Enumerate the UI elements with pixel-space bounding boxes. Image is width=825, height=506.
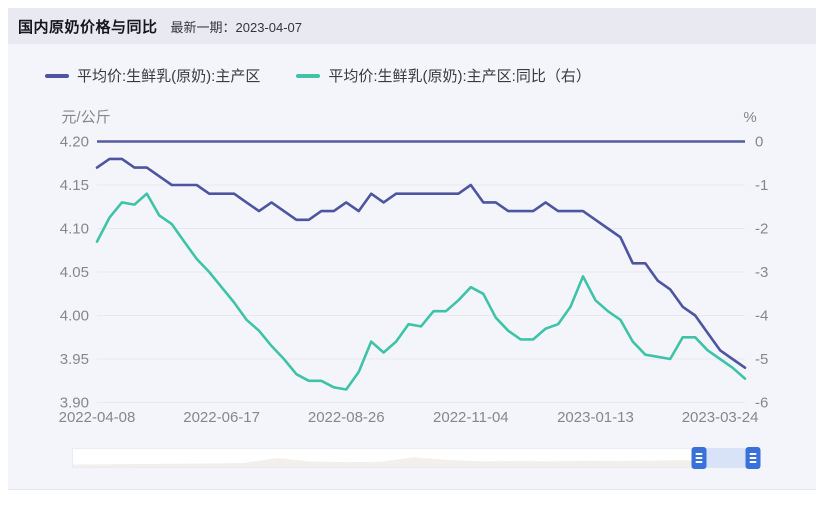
- price-series-swatch-icon: [45, 73, 69, 78]
- chart-title: 国内原奶价格与同比: [18, 18, 158, 36]
- right-axis-unit: %: [743, 109, 756, 126]
- y-tick-label-left: 3.95: [60, 351, 89, 368]
- x-tick-label: 2023-01-13: [557, 409, 634, 426]
- chart-header: 国内原奶价格与同比 最新一期：2023-04-07: [8, 8, 816, 44]
- legend-item-yoy[interactable]: 平均价:生鲜乳(原奶):主产区:同比（右）: [296, 65, 591, 86]
- price-line[interactable]: [95, 157, 747, 370]
- yoy-line[interactable]: [95, 192, 747, 391]
- x-tick-label: 2022-06-17: [183, 409, 260, 426]
- x-tick-label: 2022-11-04: [433, 409, 509, 426]
- y-tick-label-left: 4.15: [60, 177, 89, 194]
- latest-period-label: 最新一期：2023-04-07: [170, 19, 303, 35]
- datazoom-right-handle-icon[interactable]: [745, 447, 761, 469]
- left-axis-unit: 元/公斤: [61, 109, 110, 126]
- legend: 平均价:生鲜乳(原奶):主产区 平均价:生鲜乳(原奶):主产区:同比（右）: [45, 65, 591, 86]
- y-tick-label-left: 4.10: [60, 221, 89, 238]
- datazoom-data-silhouette: [73, 457, 755, 467]
- chart-card: 国内原奶价格与同比 最新一期：2023-04-07 平均价:生鲜乳(原奶):主产…: [8, 8, 816, 490]
- y-tick-label-left: 4.00: [60, 308, 89, 325]
- y-tick-label-right: -3: [755, 264, 768, 281]
- yoy-series-swatch-icon: [296, 73, 321, 78]
- legend-label-price: 平均价:生鲜乳(原奶):主产区: [77, 68, 261, 85]
- y-tick-label-left: 4.05: [60, 264, 89, 281]
- y-tick-label-left: 4.20: [60, 134, 89, 151]
- line-chart: 元/公斤 % 4.20 0 4.15 -1 4.10 -2 4.05 -3 4.00 -4 3.95 -5…: [59, 109, 769, 426]
- y-tick-label-right: -2: [755, 221, 768, 238]
- y-tick-label-right: -1: [755, 177, 768, 194]
- legend-item-price[interactable]: 平均价:生鲜乳(原奶):主产区: [45, 65, 260, 86]
- datazoom-slider[interactable]: [72, 447, 761, 469]
- y-tick-label-right: -5: [755, 351, 768, 368]
- legend-label-yoy: 平均价:生鲜乳(原奶):主产区:同比（右）: [328, 68, 591, 85]
- x-tick-label: 2023-03-24: [682, 409, 759, 426]
- y-tick-label-right: -6: [755, 395, 768, 412]
- x-tick-label: 2022-08-26: [308, 409, 385, 426]
- x-tick-label: 2022-04-08: [59, 409, 136, 426]
- y-tick-label-left: 3.90: [60, 395, 89, 412]
- y-tick-label-right: 0: [755, 134, 763, 151]
- datazoom-silhouette-path: [73, 457, 755, 467]
- datazoom-selection[interactable]: [699, 448, 753, 468]
- datazoom-left-handle-icon[interactable]: [691, 447, 707, 469]
- y-tick-label-right: -4: [755, 308, 768, 325]
